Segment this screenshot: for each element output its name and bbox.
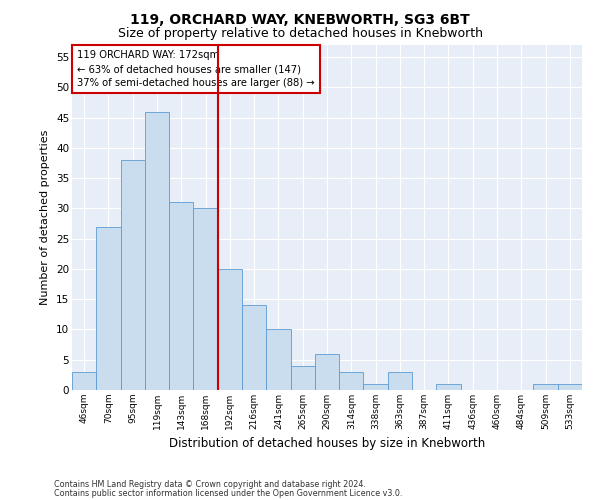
Bar	[169, 202, 193, 390]
Bar	[290, 366, 315, 390]
Text: Size of property relative to detached houses in Knebworth: Size of property relative to detached ho…	[118, 28, 482, 40]
Text: 119 ORCHARD WAY: 172sqm
← 63% of detached houses are smaller (147)
37% of semi-d: 119 ORCHARD WAY: 172sqm ← 63% of detache…	[77, 50, 315, 88]
Bar	[266, 330, 290, 390]
Bar	[121, 160, 145, 390]
Bar	[193, 208, 218, 390]
Bar	[339, 372, 364, 390]
Bar	[218, 269, 242, 390]
Text: Contains HM Land Registry data © Crown copyright and database right 2024.: Contains HM Land Registry data © Crown c…	[54, 480, 366, 489]
Text: 119, ORCHARD WAY, KNEBWORTH, SG3 6BT: 119, ORCHARD WAY, KNEBWORTH, SG3 6BT	[130, 12, 470, 26]
Y-axis label: Number of detached properties: Number of detached properties	[40, 130, 50, 305]
Bar	[72, 372, 96, 390]
Bar	[242, 306, 266, 390]
Bar	[558, 384, 582, 390]
Bar	[364, 384, 388, 390]
Bar	[145, 112, 169, 390]
Bar	[96, 226, 121, 390]
Bar	[436, 384, 461, 390]
Bar	[388, 372, 412, 390]
Bar	[315, 354, 339, 390]
Bar	[533, 384, 558, 390]
Text: Contains public sector information licensed under the Open Government Licence v3: Contains public sector information licen…	[54, 488, 403, 498]
X-axis label: Distribution of detached houses by size in Knebworth: Distribution of detached houses by size …	[169, 438, 485, 450]
